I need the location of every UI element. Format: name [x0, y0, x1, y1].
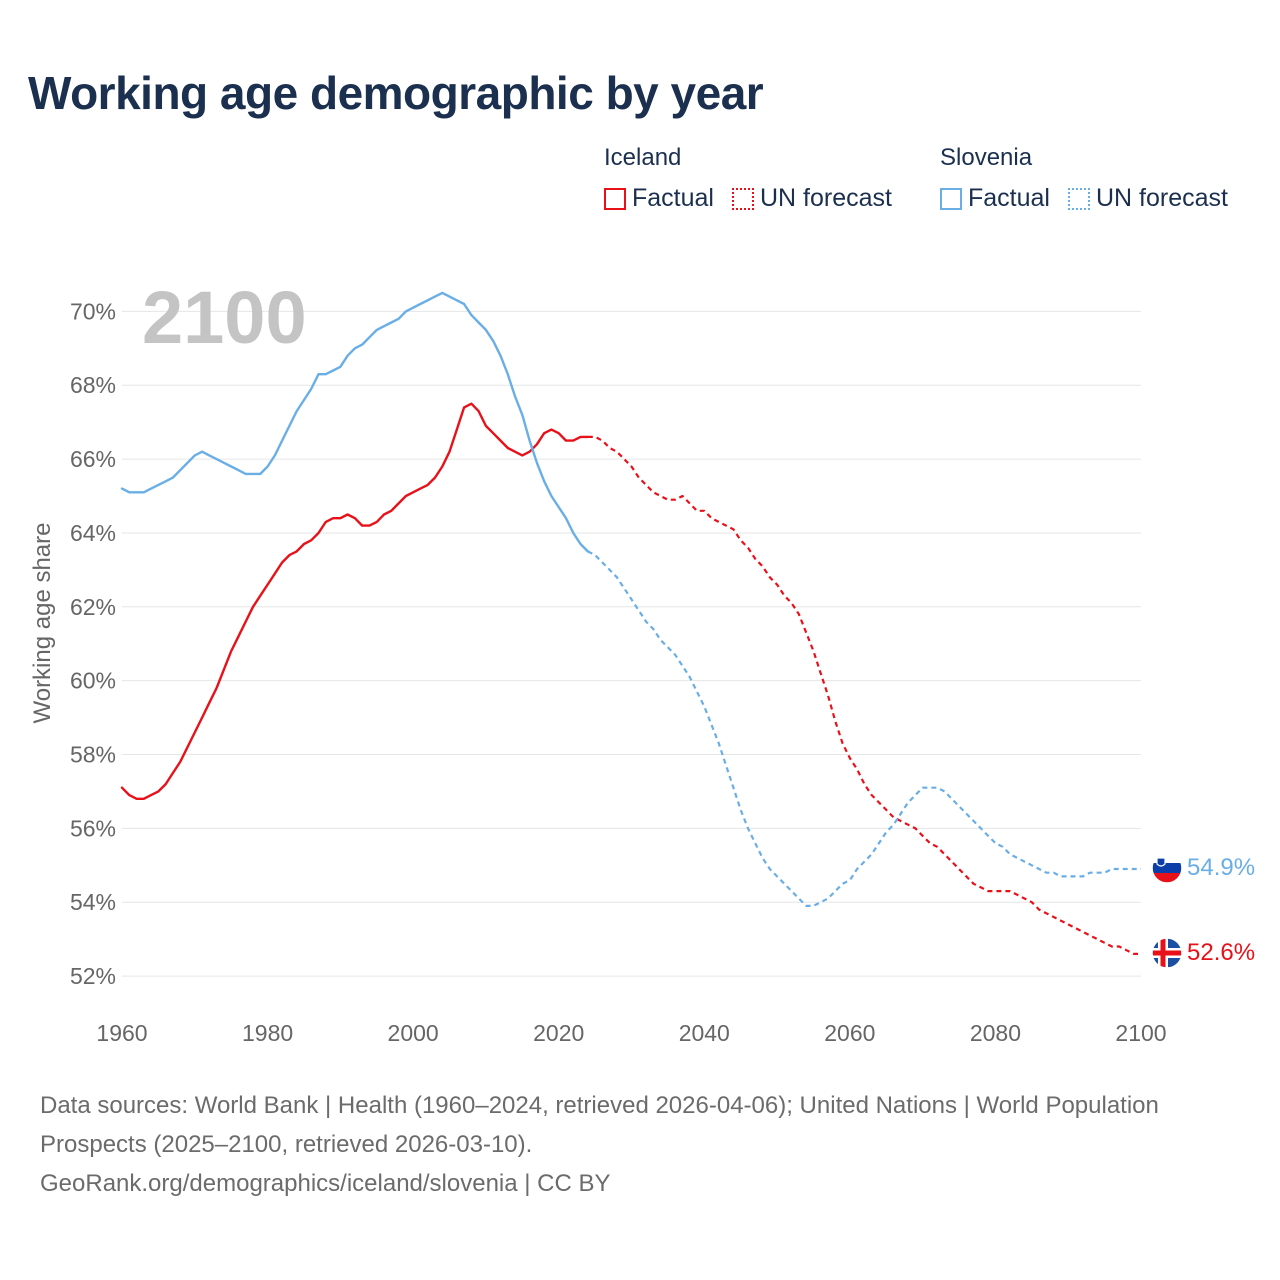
legend-iceland-title: Iceland [604, 144, 682, 171]
y-tick-label-68: 68% [70, 372, 116, 398]
end-label-iceland: 52.6% [1187, 939, 1255, 966]
y-tick-label-60: 60% [70, 668, 116, 694]
legend-slovenia-forecast-label: UN forecast [1095, 184, 1228, 212]
end-label-slovenia: 54.9% [1187, 854, 1255, 881]
legend-slovenia-title: Slovenia [940, 144, 1033, 171]
y-tick-label-56: 56% [70, 815, 116, 841]
x-tick-label-2100: 2100 [1115, 1020, 1166, 1046]
legend-iceland-forecast-swatch [731, 187, 754, 210]
legend-iceland-factual[interactable]: Factual [604, 184, 714, 213]
legend-slovenia-forecast-swatch [1067, 187, 1090, 210]
license-text: GeoRank.org/demographics/iceland/sloveni… [40, 1170, 611, 1197]
slovenia-factual-line[interactable] [120, 291, 589, 553]
x-tick-label-2040: 2040 [679, 1020, 730, 1046]
y-tick-label-64: 64% [70, 520, 116, 546]
legend-iceland: Iceland Factual UN forecast [604, 144, 892, 213]
legend-iceland-forecast[interactable]: UN forecast [731, 184, 892, 213]
legend-slovenia: Slovenia Factual UN forecast [940, 144, 1228, 213]
x-tick-label-2000: 2000 [388, 1020, 439, 1046]
chart-title: Working age demographic by year [28, 67, 764, 119]
y-tick-label-66: 66% [70, 446, 116, 472]
y-tick-label-52: 52% [70, 963, 116, 989]
legend-iceland-forecast-label: UN forecast [759, 184, 892, 212]
y-tick-label-54: 54% [70, 889, 116, 915]
iceland-factual-line[interactable] [120, 402, 589, 800]
x-tick-label-1960: 1960 [96, 1020, 147, 1046]
y-tick-label-62: 62% [70, 594, 116, 620]
x-tick-label-2060: 2060 [824, 1020, 875, 1046]
slovenia-flag-icon [1151, 852, 1183, 884]
y-tick-label-70: 70% [70, 298, 116, 324]
footer: Data sources: World Bank | Health (1960–… [40, 1086, 1160, 1203]
x-tick-label-2020: 2020 [533, 1020, 584, 1046]
legend-slovenia-forecast[interactable]: UN forecast [1067, 184, 1228, 213]
legend-slovenia-factual-label: Factual [968, 184, 1050, 212]
y-tick-label-58: 58% [70, 742, 116, 768]
iceland-flag-icon [1151, 937, 1183, 969]
legend-iceland-factual-swatch [604, 187, 626, 210]
iceland-forecast-line[interactable] [587, 435, 1141, 955]
legend-slovenia-factual[interactable]: Factual [940, 184, 1050, 213]
x-tick-label-2080: 2080 [970, 1020, 1021, 1046]
data-sources-text: Data sources: World Bank | Health (1960–… [40, 1092, 1159, 1158]
legend-iceland-factual-label: Factual [632, 184, 714, 212]
x-tick-label-1980: 1980 [242, 1020, 293, 1046]
y-axis-label: Working age share [29, 523, 56, 724]
slovenia-forecast-line[interactable] [587, 550, 1141, 907]
legend-slovenia-factual-swatch [940, 187, 962, 210]
year-watermark: 2100 [142, 276, 307, 359]
